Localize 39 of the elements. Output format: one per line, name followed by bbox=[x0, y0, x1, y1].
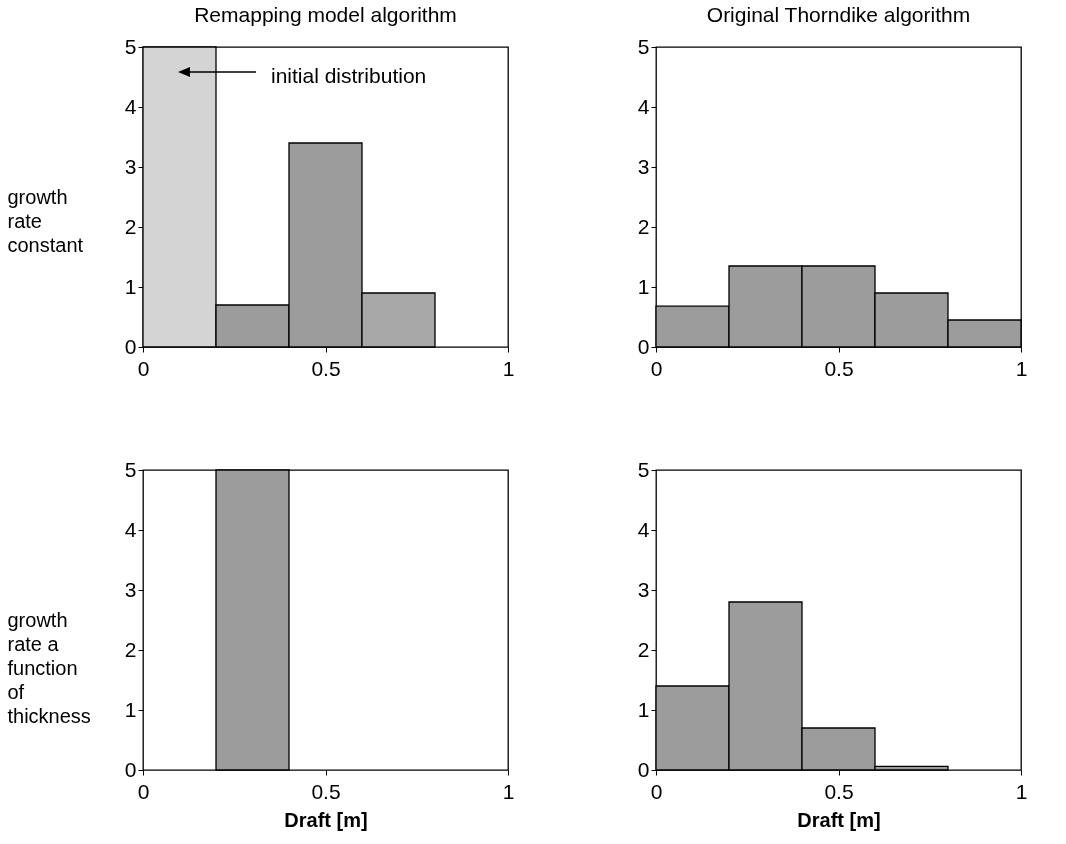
x-tick-label: 1 bbox=[1015, 779, 1028, 803]
y-tick-label: 1 bbox=[124, 697, 137, 721]
x-tick-label: 0.5 bbox=[311, 356, 341, 380]
y-axis-title: growth rate constant bbox=[7, 185, 84, 256]
y-tick-label: 1 bbox=[637, 274, 650, 298]
chart-title: Remapping model algorithm bbox=[194, 3, 457, 26]
y-tick-label: 2 bbox=[637, 214, 650, 238]
y-tick-label: 3 bbox=[124, 154, 137, 178]
y-tick-label: 5 bbox=[124, 457, 137, 481]
x-axis-title: Draft [m] bbox=[284, 808, 368, 831]
y-tick-label: 2 bbox=[124, 214, 137, 238]
y-tick-label: 1 bbox=[637, 697, 650, 721]
x-tick-label: 0.5 bbox=[824, 779, 854, 803]
x-tick-label: 0.5 bbox=[824, 356, 854, 380]
x-tick-label: 1 bbox=[1015, 356, 1028, 380]
y-tick-label: 5 bbox=[637, 457, 650, 481]
y-tick-label: 1 bbox=[124, 274, 137, 298]
y-tick-label: 2 bbox=[124, 637, 137, 661]
x-tick-label: 1 bbox=[502, 356, 515, 380]
y-tick-label: 0 bbox=[637, 334, 650, 358]
y-tick-label: 0 bbox=[124, 334, 137, 358]
y-tick-label: 4 bbox=[124, 94, 137, 118]
y-tick-label: 0 bbox=[637, 757, 650, 781]
y-tick-label: 4 bbox=[637, 517, 650, 541]
y-tick-label: 5 bbox=[124, 34, 137, 58]
y-axis-title: growth rate a function of thickness bbox=[7, 608, 91, 727]
chart-title: Original Thorndike algorithm bbox=[706, 3, 971, 26]
y-tick-label: 4 bbox=[124, 517, 137, 541]
x-axis-title: Draft [m] bbox=[797, 808, 881, 831]
y-tick-label: 3 bbox=[637, 154, 650, 178]
x-tick-label: 0.5 bbox=[311, 779, 341, 803]
y-tick-label: 0 bbox=[124, 757, 137, 781]
annotation: initial distribution bbox=[271, 64, 427, 87]
y-tick-label: 3 bbox=[124, 577, 137, 601]
y-tick-label: 3 bbox=[637, 577, 650, 601]
y-tick-label: 2 bbox=[637, 637, 650, 661]
y-tick-label: 4 bbox=[637, 94, 650, 118]
x-tick-label: 1 bbox=[502, 779, 515, 803]
y-tick-label: 5 bbox=[637, 34, 650, 58]
